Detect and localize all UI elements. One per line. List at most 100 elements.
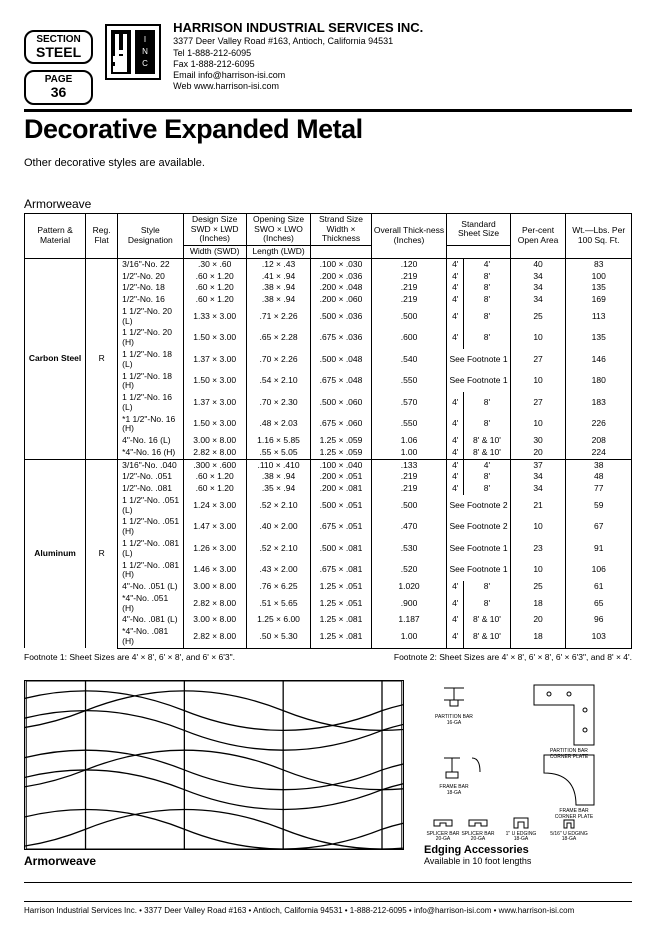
data-cell: .530 [371, 538, 447, 560]
data-cell: 1.50 × 3.00 [183, 414, 246, 436]
svg-text:20-GA: 20-GA [471, 836, 486, 840]
data-cell: .200 × .060 [311, 294, 371, 306]
th-pattern: Pattern & Material [25, 213, 86, 258]
material-cell: Aluminum [25, 459, 86, 648]
page-header: SECTION STEEL PAGE 36 I N C [24, 20, 632, 105]
data-cell: 1.25 × .081 [311, 626, 371, 648]
data-cell: 8' & 10' [464, 614, 511, 626]
data-cell: 37 [510, 459, 566, 471]
data-cell: 1.25 × .051 [311, 593, 371, 615]
th-opening-b: SWO × LWO (Inches) [254, 224, 303, 244]
data-cell: .675 × .036 [311, 327, 371, 349]
data-cell: 1/2"-No. .051 [118, 471, 183, 483]
data-cell: 1 1/2"-No. 20 (L) [118, 306, 183, 328]
data-cell: 103 [566, 626, 632, 648]
data-cell: 1.26 × 3.00 [183, 538, 246, 560]
th-sheet: Standard Sheet Size [447, 213, 510, 245]
data-cell: 10 [510, 371, 566, 393]
edging-accessories-icon: PARTITION BAR 16-GA PARTITION BAR CORNER… [424, 680, 614, 840]
data-cell: 10 [510, 560, 566, 582]
armorweave-pattern-icon [24, 680, 404, 850]
svg-text:18-GA: 18-GA [447, 790, 462, 796]
data-cell: 4' [447, 392, 464, 414]
data-cell: 8' [464, 294, 511, 306]
data-cell: 1 1/2"-No. 18 (H) [118, 371, 183, 393]
svg-text:N: N [142, 47, 148, 56]
data-cell: 1.25 × .051 [311, 581, 371, 593]
svg-text:CORNER PLATE: CORNER PLATE [550, 754, 589, 760]
data-cell: 8' & 10' [464, 447, 511, 459]
data-cell: .60 × 1.20 [183, 471, 246, 483]
th-swd: Width (SWD) [183, 246, 246, 259]
table-row: AluminumR3/16"-No. .040.300 × .600.110 ×… [25, 459, 632, 471]
data-cell: .300 × .600 [183, 459, 246, 471]
data-cell: 1.25 × .081 [311, 614, 371, 626]
data-cell: 4' [447, 258, 464, 270]
svg-text:I: I [144, 35, 146, 44]
data-cell: .470 [371, 516, 447, 538]
flat-cell: R [86, 459, 118, 648]
section-labels: SECTION STEEL PAGE 36 [24, 30, 93, 105]
data-cell: .675 × .081 [311, 560, 371, 582]
data-cell: 91 [566, 538, 632, 560]
data-cell: .500 [371, 495, 447, 517]
data-cell: .200 × .081 [311, 483, 371, 495]
th-strand-b: Width × Thickness [322, 224, 360, 244]
data-cell: .500 × .036 [311, 306, 371, 328]
data-cell: .540 [371, 349, 447, 371]
th-open: Per-cent Open Area [510, 213, 566, 258]
data-cell: 4' [464, 258, 511, 270]
data-cell: 4' [447, 414, 464, 436]
data-cell: .200 × .048 [311, 282, 371, 294]
data-cell: 18 [510, 593, 566, 615]
data-cell: .38 × .94 [246, 471, 310, 483]
data-cell: 30 [510, 435, 566, 447]
data-cell: .500 [371, 306, 447, 328]
data-cell: 34 [510, 294, 566, 306]
th-opening-a: Opening Size [253, 214, 304, 224]
data-cell: 8' [464, 414, 511, 436]
data-cell: .200 × .051 [311, 471, 371, 483]
data-cell: See Footnote 2 [447, 516, 510, 538]
data-cell: .51 × 5.65 [246, 593, 310, 615]
data-cell: 1/2"-No. 16 [118, 294, 183, 306]
data-cell: .219 [371, 483, 447, 495]
th-lwd: Length (LWD) [246, 246, 310, 259]
data-cell: .570 [371, 392, 447, 414]
data-cell: *4"-No. 16 (H) [118, 447, 183, 459]
data-cell: 4' [447, 282, 464, 294]
data-cell: 1 1/2"-No. 20 (H) [118, 327, 183, 349]
data-cell: 25 [510, 581, 566, 593]
data-cell: .60 × 1.20 [183, 271, 246, 283]
data-cell: 8' [464, 471, 511, 483]
data-cell: 4' [447, 459, 464, 471]
data-cell: 3.00 × 8.00 [183, 435, 246, 447]
section-value: STEEL [36, 45, 81, 60]
data-cell: See Footnote 1 [447, 371, 510, 393]
footnote-2: Footnote 2: Sheet Sizes are 4' × 8', 6' … [394, 652, 632, 662]
svg-text:CORNER PLATE: CORNER PLATE [555, 814, 594, 820]
data-cell: .550 [371, 414, 447, 436]
data-cell: 67 [566, 516, 632, 538]
th-wt: Wt.—Lbs. Per 100 Sq. Ft. [566, 213, 632, 258]
data-cell: .219 [371, 471, 447, 483]
data-cell: 146 [566, 349, 632, 371]
data-cell: 8' [464, 327, 511, 349]
edging-sub: Available in 10 foot lengths [424, 856, 632, 866]
data-cell: .30 × .60 [183, 258, 246, 270]
data-cell: 3.00 × 8.00 [183, 614, 246, 626]
company-web: Web www.harrison-isi.com [173, 81, 632, 92]
data-cell: 4' [447, 483, 464, 495]
data-cell: .52 × 2.10 [246, 538, 310, 560]
armorweave-table: Pattern & Material Reg. Flat Style Desig… [24, 213, 632, 649]
data-cell: 8' [464, 593, 511, 615]
data-cell: See Footnote 1 [447, 349, 510, 371]
page-number: 36 [36, 85, 81, 100]
data-cell: 4' [447, 447, 464, 459]
data-cell: 83 [566, 258, 632, 270]
data-cell: .54 × 2.10 [246, 371, 310, 393]
page-title: Decorative Expanded Metal [24, 114, 632, 145]
data-cell: .60 × 1.20 [183, 294, 246, 306]
data-cell: .50 × 5.30 [246, 626, 310, 648]
page-box: PAGE 36 [24, 70, 93, 104]
